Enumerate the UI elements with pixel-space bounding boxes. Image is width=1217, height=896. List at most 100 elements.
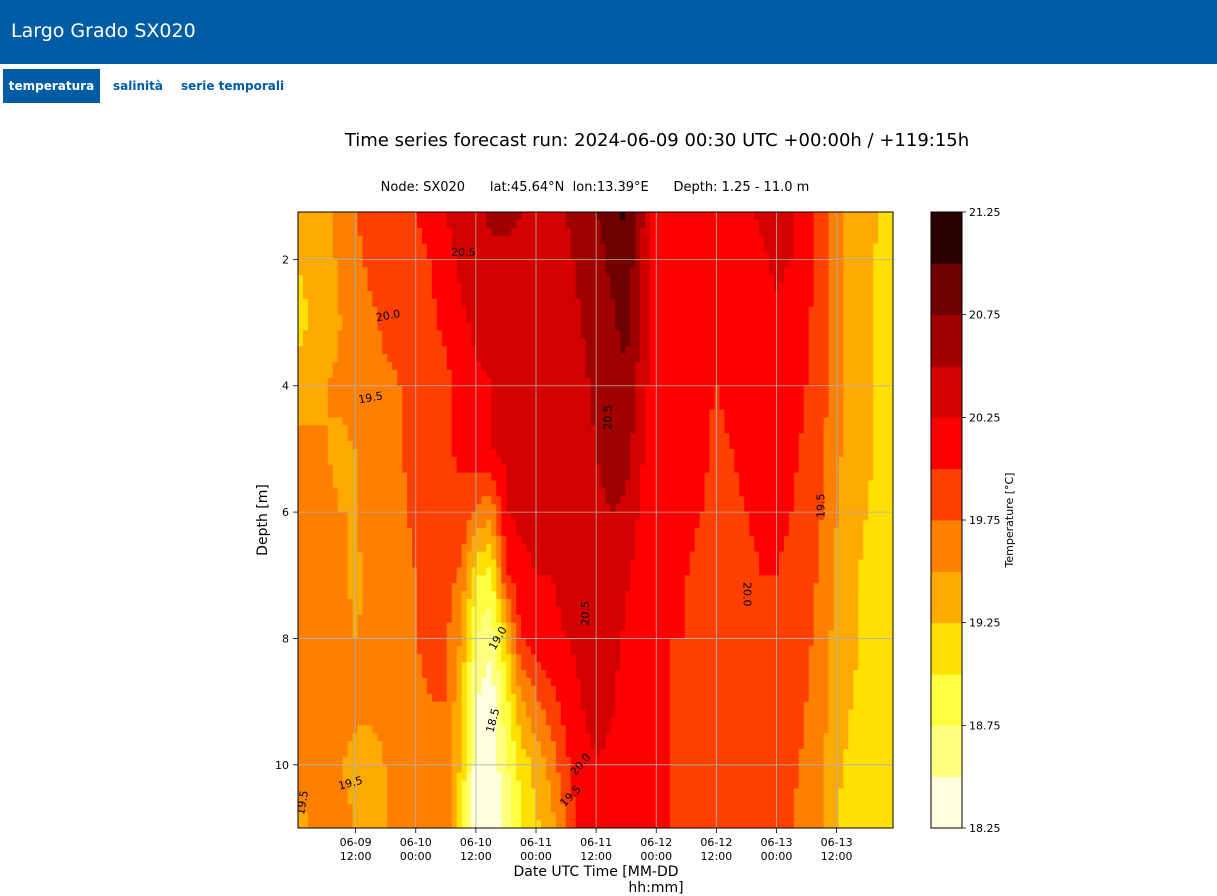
heatmap-cell xyxy=(590,306,597,316)
heatmap-cell xyxy=(436,638,443,647)
heatmap-cell xyxy=(307,670,314,679)
heatmap-cell xyxy=(481,259,488,268)
heatmap-cell xyxy=(456,591,463,600)
heatmap-cell xyxy=(417,464,423,474)
heatmap-cell xyxy=(540,377,547,387)
heatmap-cell xyxy=(342,369,349,379)
heatmap-cell xyxy=(377,646,383,655)
heatmap-cell xyxy=(377,725,383,734)
heatmap-cell xyxy=(412,369,418,379)
heatmap-cell xyxy=(605,219,611,229)
chart-figure: Time series forecast run: 2024-06-09 00:… xyxy=(0,110,1217,896)
heatmap-cell xyxy=(372,298,378,308)
heatmap-cell xyxy=(575,283,582,292)
heatmap-cell xyxy=(526,212,532,221)
heatmap-cell xyxy=(412,322,418,332)
heatmap-cell xyxy=(540,456,547,466)
heatmap-cell xyxy=(560,685,567,695)
heatmap-cell xyxy=(550,472,557,482)
heatmap-cell xyxy=(337,709,344,719)
heatmap-cell xyxy=(466,559,473,568)
heatmap-cell xyxy=(575,520,582,529)
heatmap-cell xyxy=(327,385,334,395)
heatmap-cell xyxy=(466,369,473,379)
heatmap-cell xyxy=(466,741,473,750)
heatmap-cell xyxy=(575,362,582,371)
tab-serie-temporali[interactable]: serie temporali xyxy=(181,79,285,93)
heatmap-cell xyxy=(436,820,443,828)
heatmap-cell xyxy=(357,527,364,537)
heatmap-cell xyxy=(456,764,463,774)
heatmap-cell xyxy=(382,527,388,537)
heatmap-cell xyxy=(476,338,483,347)
heatmap-cell xyxy=(605,322,611,332)
heatmap-cell xyxy=(337,480,344,490)
heatmap-cell xyxy=(540,338,547,347)
heatmap-cell xyxy=(426,488,433,497)
heatmap-cell xyxy=(511,433,517,442)
heatmap-cell xyxy=(362,227,369,237)
heatmap-cell xyxy=(412,693,418,703)
tab-temperatura[interactable]: temperatura xyxy=(3,69,100,103)
heatmap-cell xyxy=(531,472,537,482)
heatmap-cell xyxy=(531,504,537,513)
heatmap-cell xyxy=(446,314,453,324)
heatmap-cell xyxy=(526,267,532,276)
heatmap-cell xyxy=(595,362,602,371)
heatmap-cell xyxy=(516,362,522,371)
heatmap-cell xyxy=(491,559,497,568)
heatmap-cell xyxy=(501,219,507,229)
heatmap-cell xyxy=(407,219,413,229)
heatmap-cell xyxy=(585,212,592,221)
heatmap-cell xyxy=(501,567,507,576)
heatmap-cell xyxy=(575,749,582,758)
heatmap-cell xyxy=(610,591,616,600)
heatmap-cell xyxy=(426,527,433,537)
heatmap-cell xyxy=(605,567,611,576)
heatmap-cell xyxy=(337,646,344,655)
heatmap-cell xyxy=(600,796,607,805)
heatmap-cell xyxy=(441,741,448,750)
heatmap-cell xyxy=(362,417,369,426)
heatmap-cell xyxy=(481,725,488,734)
heatmap-cell xyxy=(337,551,344,561)
heatmap-cell xyxy=(412,251,418,260)
heatmap-cell xyxy=(531,741,537,750)
heatmap-cell xyxy=(397,290,403,300)
heatmap-cell xyxy=(387,480,393,490)
heatmap-cell xyxy=(575,591,582,600)
heatmap-cell xyxy=(471,733,478,742)
heatmap-cell xyxy=(322,583,329,592)
heatmap-cell xyxy=(481,314,488,324)
tab-salinita[interactable]: salinità xyxy=(113,79,163,93)
heatmap-cell xyxy=(481,559,488,568)
heatmap-cell xyxy=(550,709,557,719)
heatmap-cell xyxy=(382,441,388,450)
heatmap-cell xyxy=(436,527,443,537)
heatmap-cell xyxy=(412,527,418,537)
heatmap-cell xyxy=(506,251,512,260)
heatmap-cell xyxy=(526,433,532,442)
heatmap-cell xyxy=(461,496,468,505)
heatmap-cell xyxy=(580,662,587,671)
heatmap-cell xyxy=(392,654,398,663)
heatmap-cell xyxy=(312,338,319,347)
heatmap-cell xyxy=(407,796,413,805)
heatmap-cell xyxy=(377,290,383,300)
heatmap-cell xyxy=(446,788,453,798)
heatmap-cell xyxy=(610,330,616,339)
heatmap-cell xyxy=(392,693,398,703)
heatmap-cell xyxy=(332,401,339,411)
heatmap-cell xyxy=(491,488,497,497)
heatmap-cell xyxy=(456,670,463,679)
heatmap-cell xyxy=(471,717,478,726)
heatmap-cell xyxy=(302,598,309,608)
heatmap-cell xyxy=(307,733,314,742)
heatmap-cell xyxy=(526,583,532,592)
heatmap-cell xyxy=(600,685,607,695)
heatmap-cell xyxy=(595,701,602,711)
heatmap-cell xyxy=(322,654,329,663)
heatmap-cell xyxy=(392,567,398,576)
heatmap-cell xyxy=(501,780,507,790)
heatmap-cell xyxy=(516,354,522,363)
